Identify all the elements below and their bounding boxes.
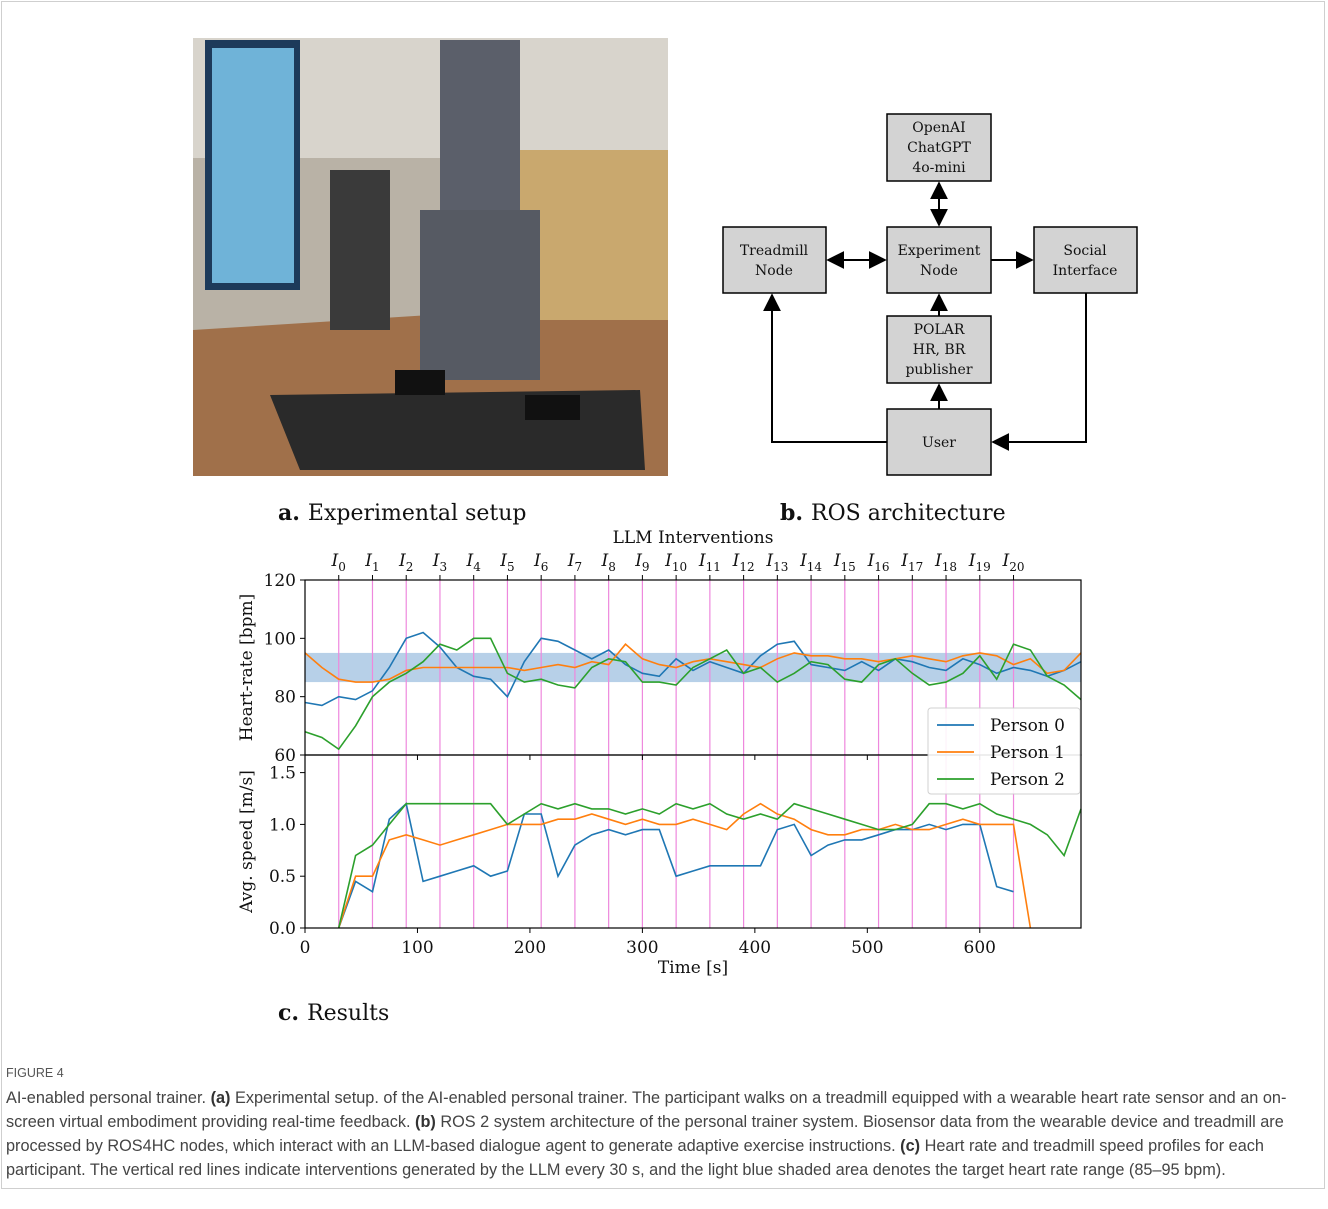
figure-frame [1, 1, 1325, 1189]
page: OpenAIChatGPT4o-miniTreadmillNodeExperim… [0, 0, 1328, 1209]
caption-run: (b) [415, 1113, 436, 1131]
figure-label: FIGURE 4 [6, 1066, 64, 1080]
caption-run: (a) [211, 1089, 231, 1107]
caption-run: (c) [900, 1137, 920, 1155]
caption-run: AI-enabled personal trainer. [6, 1089, 211, 1107]
caption: AI-enabled personal trainer. (a) Experim… [6, 1086, 1322, 1182]
